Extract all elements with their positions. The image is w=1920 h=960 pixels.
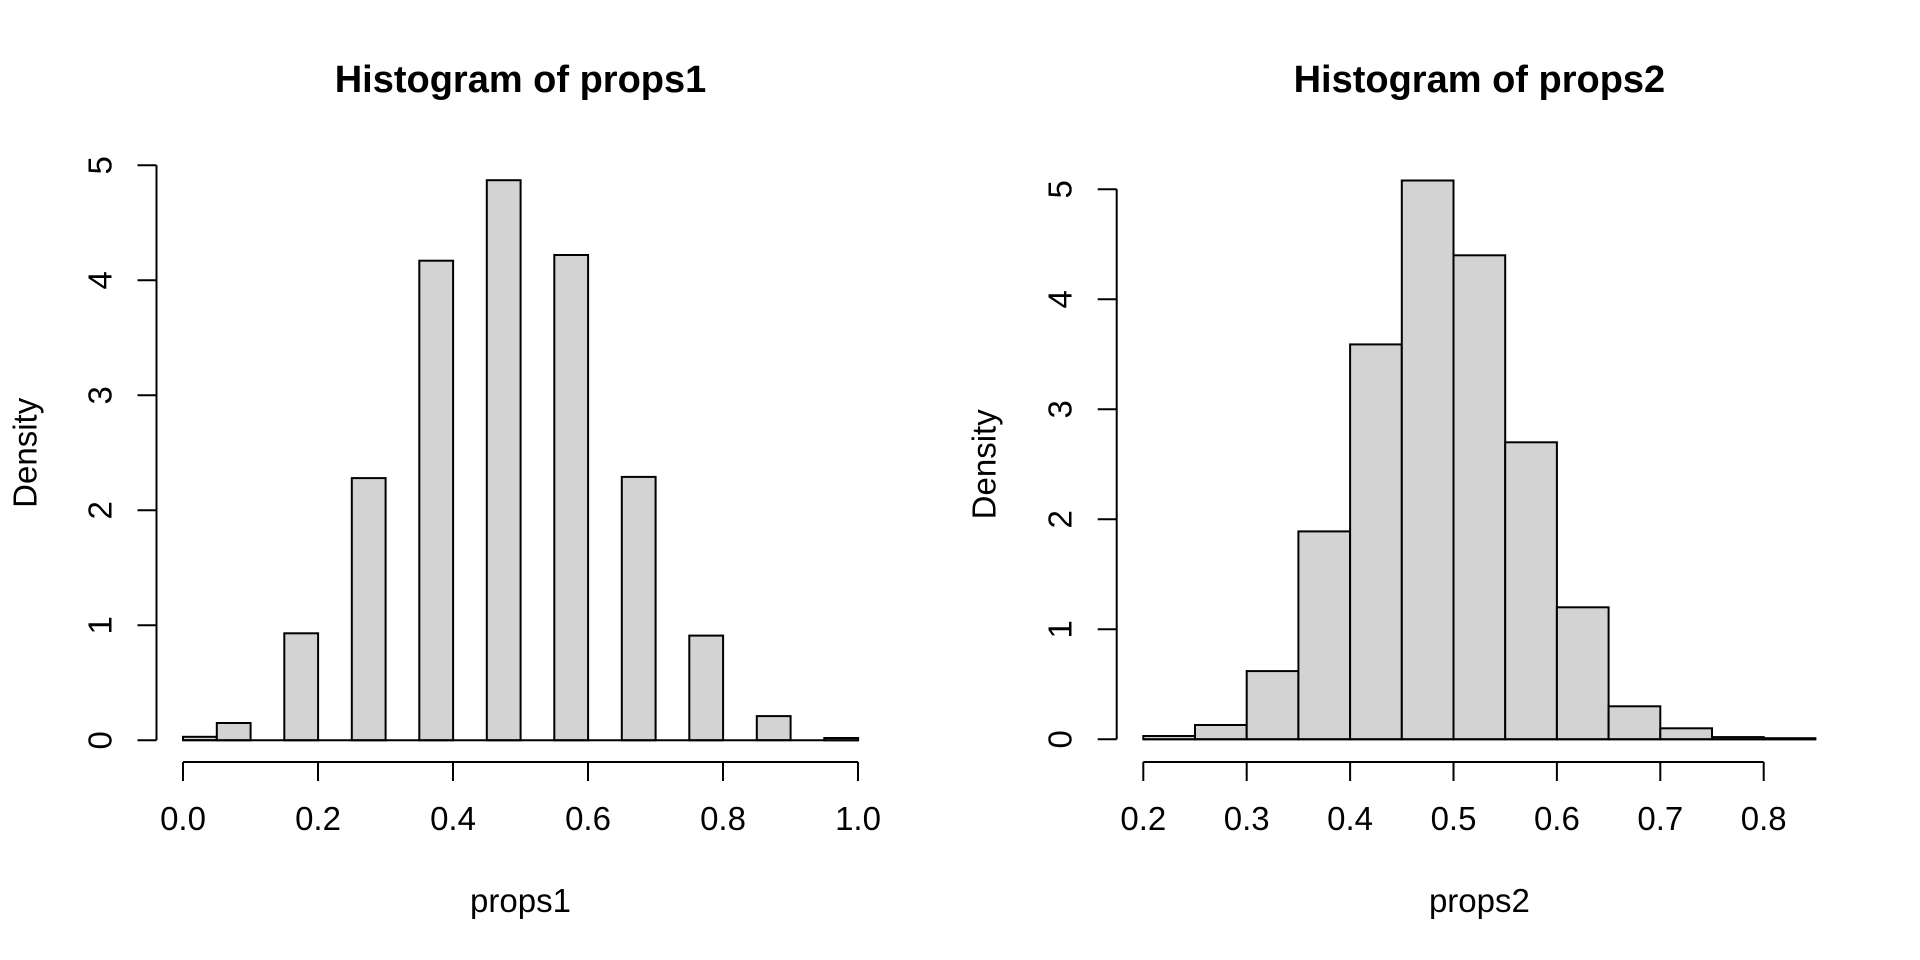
x-tick-label: 0.6 [1534,800,1580,837]
y-tick-label: 3 [82,386,119,404]
x-tick-label: 0.4 [430,800,476,837]
y-tick-label: 4 [82,271,119,289]
histogram-bar [1659,727,1714,741]
y-tick-label: 5 [1042,180,1079,198]
histogram-bar [1607,705,1662,741]
histogram-bar [1452,254,1507,741]
histogram-bar [418,259,455,742]
x-tick-label: 0.6 [565,800,611,837]
histogram-panel-props2: 0.2 0.3 0.4 0.5 0.6 0.7 0.8 0 1 2 3 4 5 Histogram of… [966,59,1817,919]
x-tick-label: 0.5 [1431,800,1477,837]
histogram-bar [215,722,252,742]
histogram-bar [755,715,792,742]
y-tick-label: 2 [1042,510,1079,528]
y-tick-label: 5 [82,156,119,174]
chart-title: Histogram of props1 [335,59,707,101]
histogram-bar [1194,724,1248,741]
histogram-bar [1349,343,1403,741]
histogram-bar [283,632,320,742]
x-tick-label: 1.0 [835,800,881,837]
y-tick-label: 3 [1042,400,1079,418]
x-tick-label: 0.2 [295,800,341,837]
histogram-bar [688,634,725,742]
histogram-bar [1504,441,1558,741]
x-tick-label: 0.3 [1224,800,1270,837]
histogram-bar [485,179,522,742]
chart-title: Histogram of props2 [1294,59,1666,101]
histogram-panel-props1: 0.0 0.2 0.4 0.6 0.8 1.0 0 1 2 3 4 5 Histogram of pr… [7,59,881,919]
x-axis-title: props1 [470,882,571,919]
histogram-bar [350,477,387,742]
x-tick-label: 0.4 [1327,800,1373,837]
x-tick-label: 0.0 [160,800,206,837]
histogram-bar [1555,606,1610,741]
histogram-bar [1297,530,1352,741]
x-tick-label: 0.8 [700,800,746,837]
x-tick-label: 0.2 [1120,800,1166,837]
y-axis-title: Density [966,409,1003,520]
plot-area: 0.0 0.2 0.4 0.6 0.8 1.0 0 1 2 3 4 5 [82,156,881,837]
histogram-bar [620,475,657,742]
y-tick-label: 2 [82,501,119,519]
y-tick-label: 1 [82,616,119,634]
x-tick-label: 0.8 [1741,800,1787,837]
histogram-bar [553,254,590,742]
plot-area: 0.2 0.3 0.4 0.5 0.6 0.7 0.8 0 1 2 3 4 5 [1042,179,1817,837]
y-tick-label: 0 [1042,730,1079,748]
histogram-bar [1400,179,1455,741]
y-tick-label: 1 [1042,620,1079,638]
x-tick-label: 0.7 [1637,800,1683,837]
x-axis-title: props2 [1429,882,1530,919]
y-axis-title: Density [7,397,44,508]
y-tick-label: 0 [82,731,119,749]
histogram-bar [1245,670,1300,741]
y-tick-label: 4 [1042,290,1079,308]
